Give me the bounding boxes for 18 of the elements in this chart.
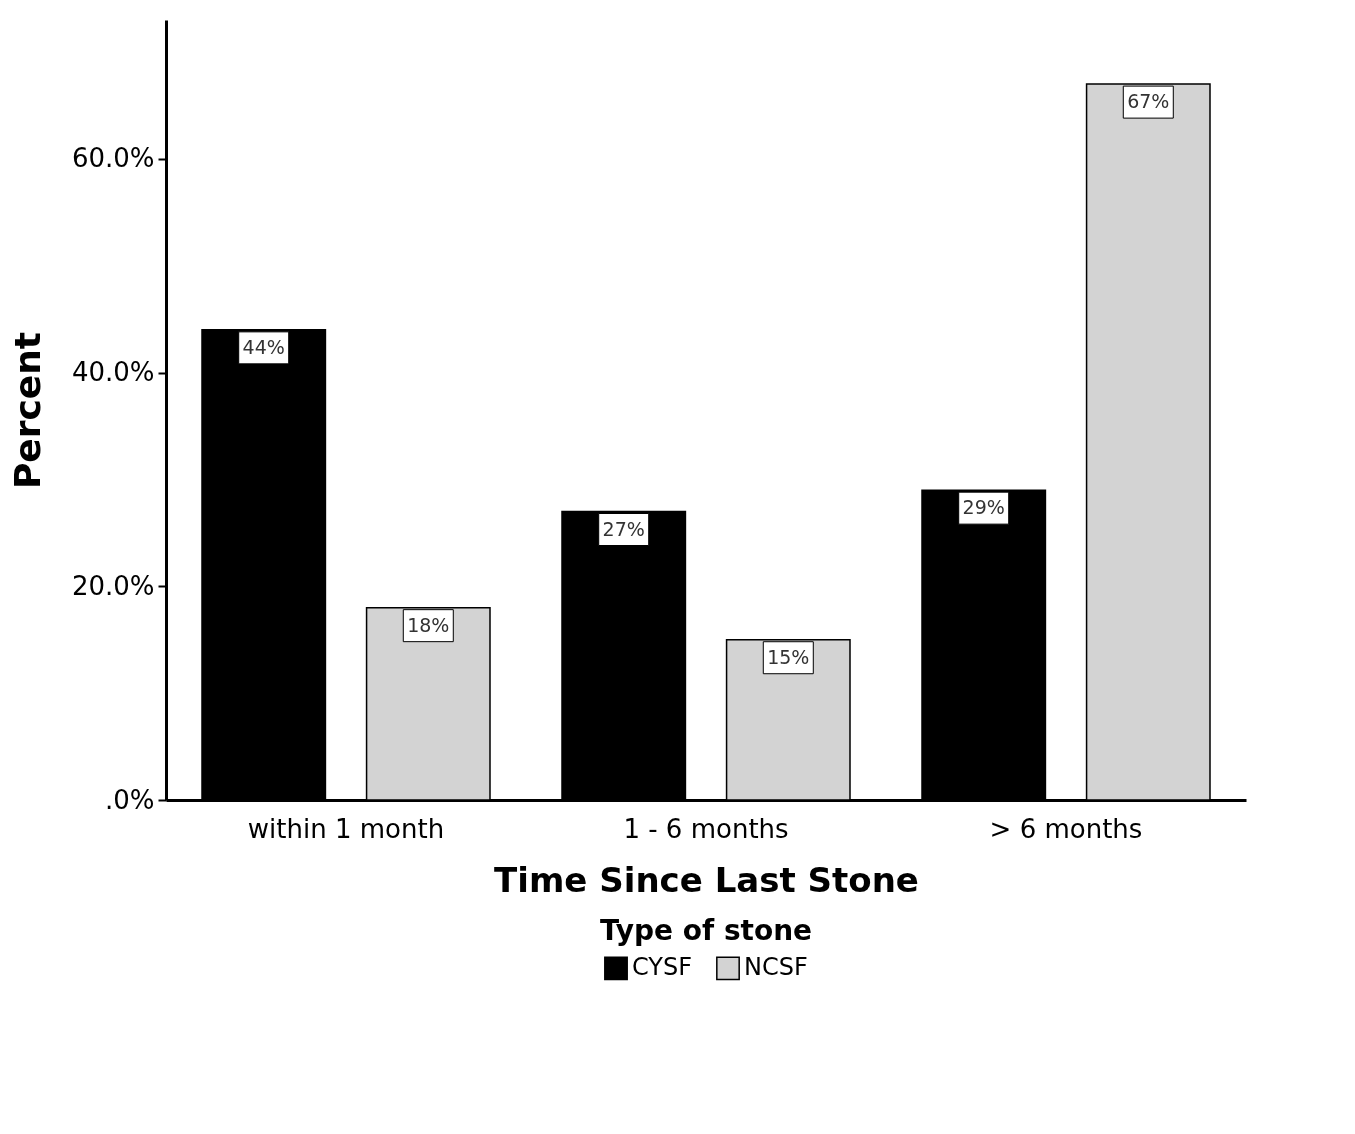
x-tick-label: within 1 month: [247, 813, 445, 844]
y-tick-label: .0%: [104, 784, 155, 815]
data-label: 29%: [962, 496, 1005, 519]
y-axis-title: Percent: [6, 331, 48, 490]
legend-title: Type of stone: [599, 914, 813, 947]
y-tick-label: 40.0%: [71, 357, 155, 388]
data-label: 18%: [407, 613, 450, 636]
x-tick-label: 1 - 6 months: [623, 813, 789, 844]
x-axis-title: Time Since Last Stone: [494, 859, 919, 900]
data-label: 44%: [242, 335, 285, 358]
y-tick-label: 60.0%: [71, 143, 155, 174]
y-tick-label: 20.0%: [71, 570, 155, 601]
data-label: 15%: [767, 645, 810, 668]
x-tick-label: > 6 months: [989, 813, 1143, 844]
data-label: 27%: [602, 517, 645, 540]
legend-label: NCSF: [744, 953, 808, 982]
legend-label: CYSF: [632, 953, 693, 982]
data-label: 67%: [1127, 90, 1170, 113]
